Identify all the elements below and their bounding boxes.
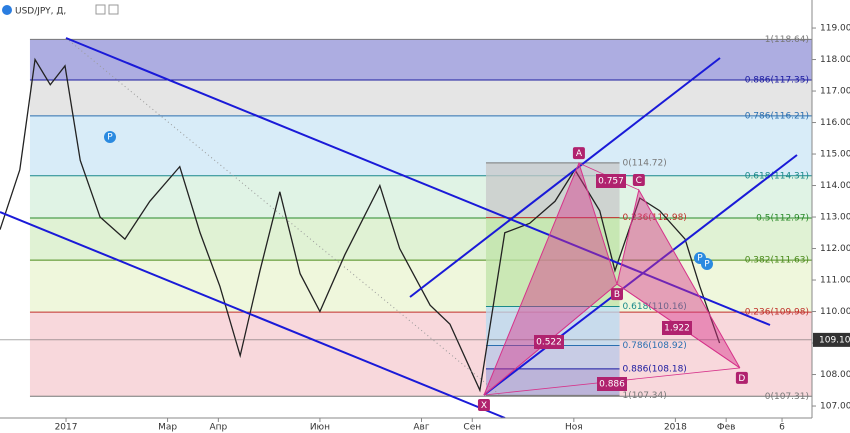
y-tick-label: 115.00 — [820, 150, 850, 160]
fib-label: 0.786(108.92) — [623, 341, 687, 351]
fib-label: 0.382(111.63) — [745, 256, 809, 266]
pattern-point-box — [632, 173, 645, 186]
pattern-point-label: C — [636, 176, 642, 186]
fib-band — [29, 217, 812, 261]
p-marker-icon: P — [697, 254, 703, 264]
ratio-label: 0.757 — [598, 177, 624, 187]
symbol-icon[interactable] — [2, 5, 12, 15]
x-tick-label: Фев — [717, 423, 736, 433]
fib-label: 0.618(114.31) — [745, 171, 809, 181]
y-tick-label: 116.00 — [820, 118, 850, 128]
fib-bands: 1(118.64) 0.886(117.35) 0.786(116.21) 0.618… — [29, 35, 812, 402]
y-tick-label: 110.00 — [820, 307, 850, 317]
x-tick-label: Мар — [158, 423, 177, 433]
pattern-layer: X A B C D — [477, 147, 748, 412]
fib-band — [29, 260, 812, 313]
y-tick-label: 118.00 — [820, 55, 850, 65]
x-tick-label: Сен — [463, 423, 481, 433]
x-tick-label: Авг — [413, 423, 429, 433]
pattern-point-label: B — [614, 290, 620, 300]
price-line — [0, 57, 721, 393]
y-tick-label: 114.00 — [820, 181, 850, 191]
fib-label: 0.5(112.97) — [756, 213, 809, 223]
x-tick-label: Апр — [209, 423, 227, 433]
y-axis-area — [812, 0, 850, 433]
fib-band — [29, 115, 812, 176]
last-price-box — [813, 332, 850, 347]
trend-lines — [0, 37, 798, 419]
p-markers: P P P — [104, 131, 713, 270]
header-button[interactable] — [95, 4, 106, 15]
p-marker[interactable] — [701, 258, 713, 270]
x-tick-label: Ноя — [565, 423, 583, 433]
y-tick-label: 112.00 — [820, 244, 850, 254]
pattern-point-box — [572, 147, 585, 160]
x-tick-label: Июн — [310, 423, 330, 433]
y-tick-label: 113.00 — [820, 213, 850, 223]
header-button[interactable] — [108, 4, 119, 15]
p-marker-icon: P — [107, 133, 113, 143]
axes: 107.00108.00109.00110.00111.00112.00113.… — [55, 24, 850, 433]
fib-label: 0.886(108.18) — [623, 364, 687, 374]
x-axis-area — [0, 418, 812, 433]
fib-label: 0.618(110.16) — [623, 302, 687, 312]
fib-label: 0(114.72) — [623, 158, 667, 168]
trend-line — [0, 211, 506, 419]
fib-label: 0.786(116.21) — [745, 111, 809, 121]
x-tick-label: 2018 — [664, 423, 687, 433]
pattern-point-box — [477, 399, 490, 412]
p-marker[interactable] — [104, 131, 116, 143]
x-tick-label: 6 — [779, 423, 785, 433]
y-tick-label: 119.00 — [820, 24, 850, 34]
fib-band — [485, 217, 620, 307]
ratio-box — [596, 174, 626, 188]
y-tick-label: 107.00 — [820, 402, 850, 412]
trend-line — [409, 57, 721, 298]
fib-band — [485, 162, 620, 218]
ratio-label: 1.922 — [664, 324, 690, 334]
header-bg — [0, 0, 120, 20]
price-layer — [0, 57, 812, 393]
fib-label: 0.236(109.98) — [745, 308, 809, 318]
fib-label: 0(107.31) — [765, 392, 809, 402]
ratio-box — [534, 335, 564, 349]
pattern-point-label: A — [576, 149, 583, 159]
last-price-label: 109.10 — [819, 335, 850, 345]
ratio-labels: 0.757 0.522 1.922 0.886 — [534, 174, 692, 391]
ratio-label: 0.886 — [599, 380, 625, 390]
ratio-box — [662, 321, 692, 335]
fib-band — [29, 39, 812, 81]
dotted-line — [65, 37, 501, 396]
y-tick-label: 111.00 — [820, 276, 850, 286]
trend-line — [483, 154, 798, 396]
fib-label: 0.886(117.35) — [745, 76, 809, 86]
pattern-point-box — [610, 288, 623, 301]
fib-band — [485, 345, 620, 369]
y-tick-label: 117.00 — [820, 87, 850, 97]
fib-band — [29, 80, 812, 116]
ratio-label: 0.522 — [536, 338, 562, 348]
pattern-point-label: D — [738, 374, 745, 384]
fib-label: 1(118.64) — [765, 35, 809, 45]
chart-title: USD/JPY, Д, — [15, 7, 66, 17]
y-tick-label: 108.00 — [820, 370, 850, 380]
trend-line — [65, 37, 771, 326]
pattern-point-box — [735, 371, 748, 384]
pattern-point-label: X — [481, 401, 487, 411]
x-tick-label: 2017 — [55, 423, 78, 433]
p-marker-icon: P — [704, 260, 710, 270]
ratio-box — [597, 377, 627, 391]
fib-label: 1(107.34) — [623, 391, 667, 401]
